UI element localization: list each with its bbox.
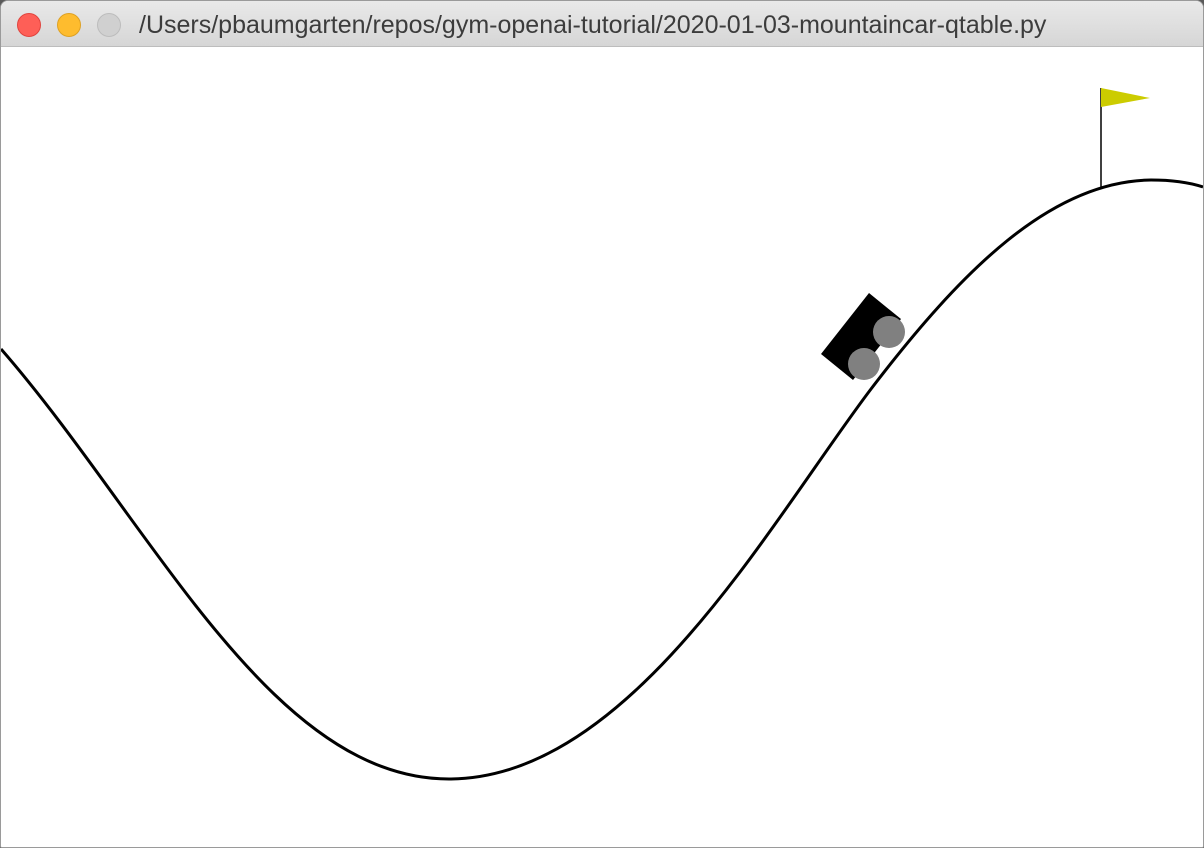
minimize-icon[interactable] [57,13,81,37]
title-bar[interactable]: /Users/pbaumgarten/repos/gym-openai-tuto… [1,1,1203,47]
goal-flag [1101,88,1150,107]
car [821,293,905,380]
window-title: /Users/pbaumgarten/repos/gym-openai-tuto… [139,11,1047,39]
zoom-icon[interactable] [97,13,121,37]
mountain-car-canvas [1,88,1203,781]
render-viewport [1,47,1203,847]
car-rear-wheel [848,348,880,380]
hill-track [1,178,1203,781]
close-icon[interactable] [17,13,41,37]
car-body [821,293,901,380]
car-front-wheel [873,316,905,348]
